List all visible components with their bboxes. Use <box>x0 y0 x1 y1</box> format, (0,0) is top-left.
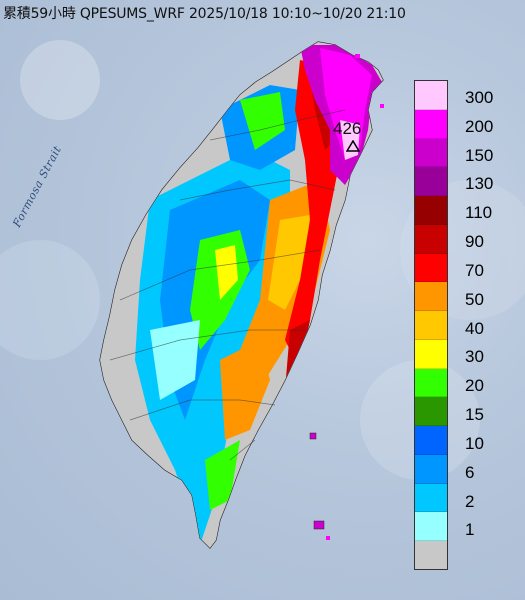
legend-swatch <box>415 282 447 312</box>
legend-swatch <box>415 512 447 542</box>
legend-swatch <box>415 426 447 455</box>
legend-swatch <box>415 339 447 369</box>
legend-swatch <box>415 253 447 283</box>
island-keelung <box>380 104 384 108</box>
legend-label: 10 <box>465 433 484 453</box>
legend-swatch <box>415 454 447 484</box>
legend-swatch <box>415 483 447 513</box>
legend-label: 2 <box>465 491 475 511</box>
legend-label: 200 <box>465 116 494 136</box>
island-little-orchid <box>326 536 330 540</box>
legend-swatch <box>415 109 447 139</box>
legend-label: 1 <box>465 520 475 540</box>
legend-label: 6 <box>465 462 475 482</box>
rainfall-zones <box>100 42 383 548</box>
map-title: 累積59小時 QPESUMS_WRF 2025/10/18 10:10~10/2… <box>3 6 406 22</box>
legend-swatch <box>415 167 447 197</box>
legend-label: 110 <box>465 203 493 223</box>
legend-swatch <box>415 368 447 398</box>
legend-label: 90 <box>465 232 484 252</box>
legend-label: 20 <box>465 376 484 396</box>
county-boundaries <box>109 109 346 461</box>
island-turtle <box>355 54 360 58</box>
legend-swatch <box>415 81 447 110</box>
legend-swatch <box>415 224 447 254</box>
legend-label: 150 <box>465 145 494 165</box>
legend-label: 30 <box>465 347 484 367</box>
legend-label: 40 <box>465 318 484 338</box>
legend-label: 300 <box>465 88 494 107</box>
peak-value: 426 <box>333 119 362 138</box>
legend-swatch <box>415 311 447 340</box>
island-orchid <box>313 520 325 530</box>
legend-label: 15 <box>465 405 484 425</box>
legend-swatch <box>415 138 447 168</box>
legend-label: 50 <box>465 289 484 309</box>
color-legend <box>414 80 448 570</box>
legend-swatch <box>415 397 447 427</box>
legend-swatch <box>415 196 447 225</box>
legend-label: 70 <box>465 260 484 280</box>
legend-swatch <box>415 541 447 570</box>
island-green <box>309 432 317 440</box>
legend-label: 130 <box>465 174 494 194</box>
triangle-icon <box>346 140 360 152</box>
